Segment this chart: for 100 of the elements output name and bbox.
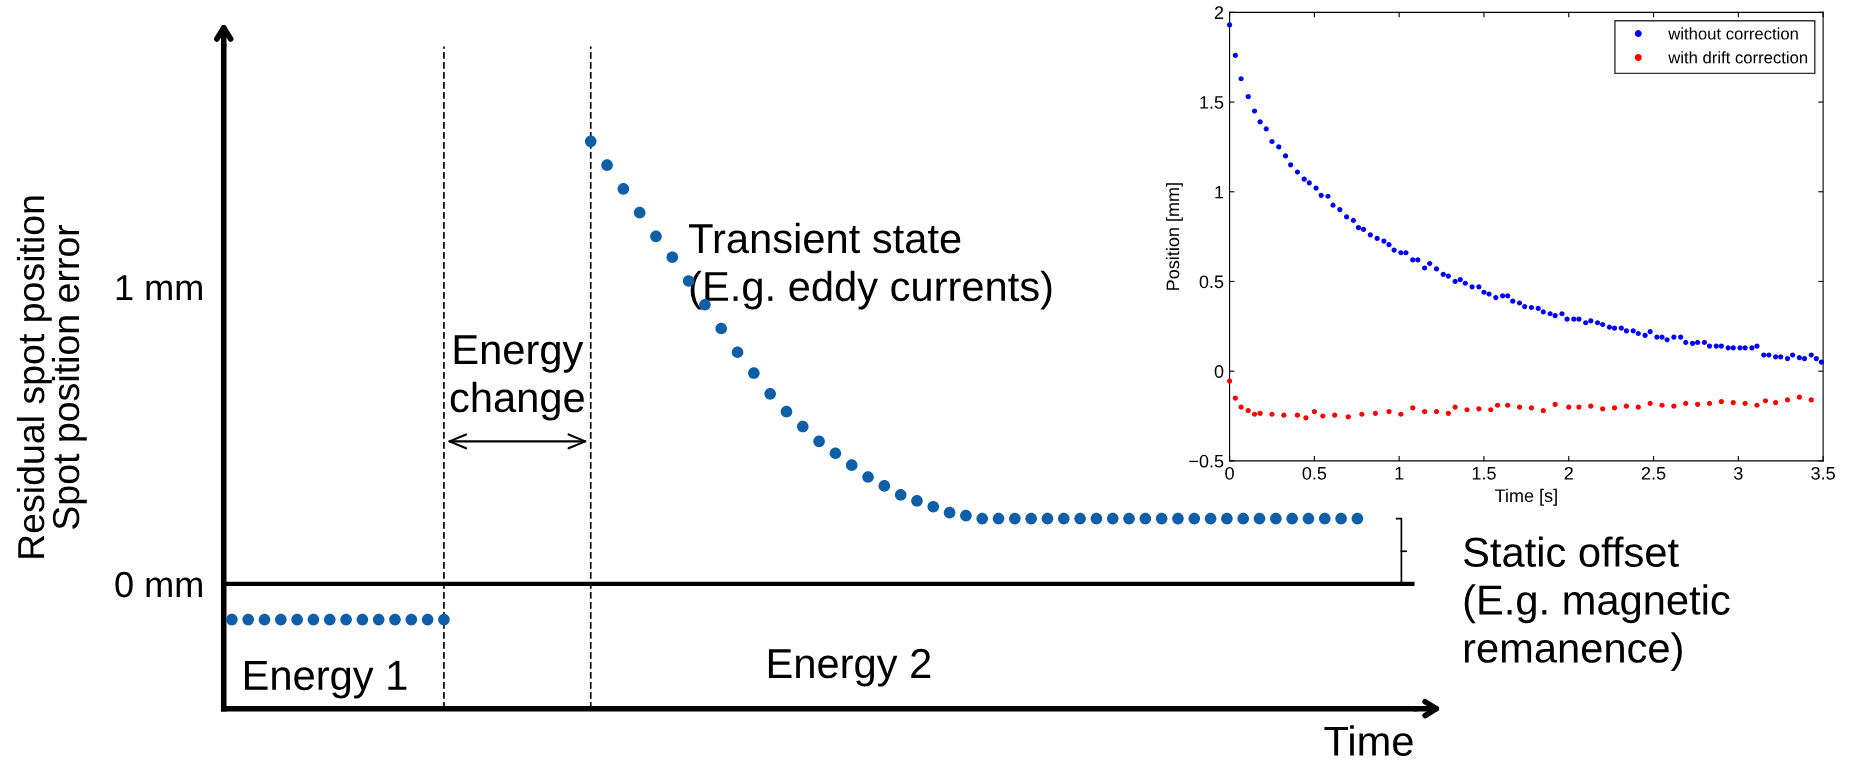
- point: [666, 251, 679, 264]
- point: [1251, 411, 1258, 417]
- y-tick-label: 1.5: [1200, 96, 1224, 109]
- point: [617, 183, 630, 195]
- point: [1600, 406, 1606, 412]
- point: [1659, 402, 1665, 408]
- point: [1476, 406, 1482, 412]
- point: [780, 405, 793, 418]
- point: [1718, 399, 1724, 405]
- annotation: Energy 2: [768, 648, 931, 687]
- x-axis-title: Time [s]: [1495, 488, 1557, 506]
- point: [1540, 408, 1546, 414]
- point: [242, 613, 255, 626]
- y-tick-label: 1: [1215, 185, 1224, 199]
- point: [307, 613, 320, 626]
- point: [1074, 512, 1086, 525]
- legend-label: without correction: [1668, 27, 1798, 40]
- point: [1188, 512, 1201, 525]
- point: [1422, 408, 1428, 415]
- point: [1623, 403, 1629, 409]
- point: [862, 471, 874, 483]
- annotation: Energy change: [450, 335, 584, 421]
- legend-label: with drift correction: [1668, 51, 1808, 64]
- point: [813, 435, 825, 448]
- point: [1494, 402, 1501, 408]
- point: [1253, 512, 1266, 525]
- point: [1238, 404, 1244, 410]
- point: [275, 613, 287, 626]
- point: [1123, 512, 1135, 525]
- point: [1754, 402, 1760, 408]
- point: [1320, 413, 1326, 419]
- point: [372, 613, 385, 626]
- point: [1372, 410, 1379, 416]
- point: [748, 367, 760, 379]
- y-axis-title: Position [mm]: [1166, 183, 1183, 290]
- point: [1808, 397, 1814, 403]
- point: [1762, 398, 1769, 404]
- point: [1155, 512, 1168, 525]
- point: [1281, 412, 1287, 418]
- point: [927, 500, 940, 513]
- point: [829, 447, 842, 460]
- point: [878, 480, 891, 492]
- x-tick-label: 1.5: [1472, 467, 1496, 480]
- point: [715, 322, 728, 335]
- point: [1245, 408, 1251, 414]
- y-tick-label: 0.5: [1199, 275, 1224, 289]
- x-tick-label: 0: [1225, 466, 1234, 480]
- point: [1286, 512, 1298, 525]
- point: [1351, 512, 1364, 525]
- y-tick-label: 0: [1214, 365, 1224, 378]
- x-tick-label: 3.5: [1811, 466, 1835, 480]
- point: [1057, 512, 1070, 525]
- point: [340, 613, 352, 626]
- point: [1090, 512, 1103, 525]
- point: [584, 135, 597, 148]
- annotation: Transient state (E.g. eddy currents): [689, 222, 1052, 310]
- point: [438, 613, 450, 626]
- point: [1172, 512, 1184, 525]
- point: [1226, 378, 1233, 384]
- point: [258, 613, 271, 626]
- point: [1232, 395, 1238, 401]
- point: [1576, 404, 1582, 410]
- y-tick-label: 1 mm: [116, 275, 202, 300]
- point: [633, 206, 646, 219]
- point: [1009, 512, 1021, 525]
- point: [764, 388, 776, 400]
- point: [1488, 407, 1494, 413]
- point: [1647, 400, 1653, 407]
- point: [1410, 405, 1416, 411]
- y-axis-title: Residual spot position Spot position error: [16, 196, 87, 558]
- point: [1311, 408, 1317, 415]
- point: [291, 613, 303, 626]
- point: [356, 613, 369, 626]
- point: [1611, 405, 1618, 411]
- point: [1302, 512, 1315, 525]
- point: [1025, 512, 1037, 525]
- y-tick-label: 2: [1214, 6, 1224, 19]
- point: [405, 613, 418, 626]
- x-tick-label: 1: [1395, 467, 1404, 480]
- annotation: Energy 1: [245, 661, 407, 699]
- x-tick-label: 2.5: [1641, 466, 1666, 480]
- point: [1269, 411, 1275, 417]
- point: [1706, 400, 1713, 407]
- point: [1294, 412, 1301, 418]
- x-tick-label: 3: [1733, 466, 1743, 480]
- point: [1683, 400, 1689, 407]
- point: [1257, 410, 1263, 416]
- y-tick-label: 0 mm: [115, 571, 202, 598]
- point: [1464, 407, 1470, 413]
- point: [1106, 512, 1119, 525]
- point: [894, 489, 907, 501]
- point: [1730, 399, 1736, 406]
- point: [1270, 512, 1282, 525]
- point: [323, 613, 336, 626]
- point: [1318, 512, 1331, 525]
- point: [943, 506, 956, 519]
- point: [601, 159, 613, 171]
- point: [421, 613, 434, 626]
- point: [1505, 402, 1511, 408]
- point: [650, 230, 662, 243]
